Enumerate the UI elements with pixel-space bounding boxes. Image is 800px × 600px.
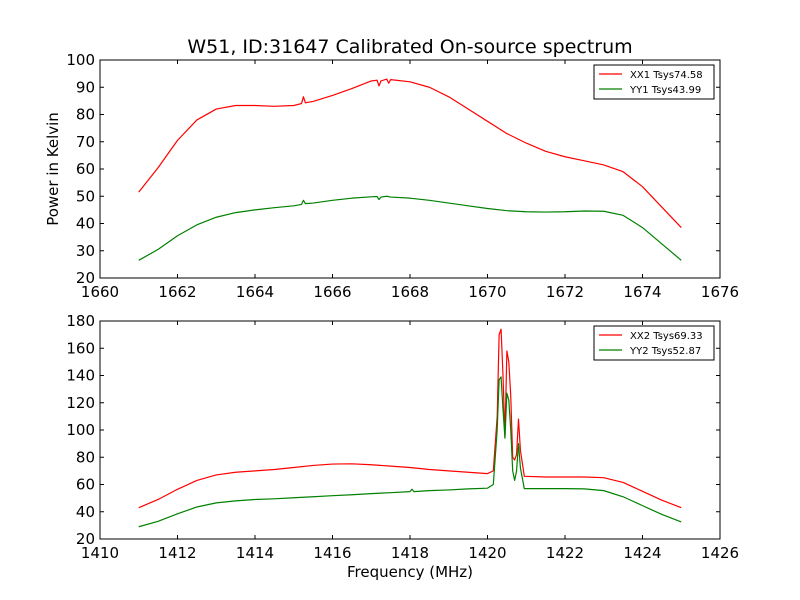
legend-label: XX2 Tsys69.33 [630, 331, 703, 342]
bottom-x-axis-label: Frequency (MHz) [347, 563, 473, 581]
x-tick-label: 1670 [468, 283, 506, 301]
x-tick-label: 1668 [391, 283, 429, 301]
y-tick-label: 70 [76, 133, 95, 151]
x-tick-label: 1660 [81, 283, 119, 301]
y-tick-label: 160 [66, 339, 95, 357]
y-tick-label: 100 [66, 51, 95, 69]
y-tick-label: 60 [76, 160, 95, 178]
top-plot: 1660 1662 1664 1666 1668 1670 1672 1674 1676 20 30… [66, 51, 739, 301]
legend: XX1 Tsys74.58 YY1 Tsys43.99 [593, 64, 715, 100]
x-tick-label: 1674 [623, 283, 661, 301]
x-tick-label: 1666 [313, 283, 351, 301]
y-tick-label: 90 [76, 78, 95, 96]
x-tick-label: 1676 [701, 283, 739, 301]
y-tick-label: 30 [76, 242, 95, 260]
bottom-plot: 1410 1412 1414 1416 1418 1420 1422 1424 1426 20 40… [66, 312, 739, 562]
y-tick-label: 80 [76, 448, 95, 466]
x-tick-label: 1672 [546, 283, 584, 301]
y-tick-label: 60 [76, 476, 95, 494]
y-tick-label: 120 [66, 394, 95, 412]
series-line-yy [138, 195, 682, 261]
y-tick-label: 100 [66, 421, 95, 439]
legend-box [593, 64, 715, 100]
y-tick-label: 20 [76, 269, 95, 287]
y-tick-label: 50 [76, 187, 95, 205]
x-tick-label: 1418 [391, 544, 429, 562]
series-line-yy [138, 376, 682, 528]
y-tick-label: 80 [76, 106, 95, 124]
series-line-xx [138, 328, 682, 509]
x-tick-label: 1414 [236, 544, 274, 562]
x-tick-label: 1662 [158, 283, 196, 301]
legend-box [593, 325, 715, 361]
y-tick-label: 40 [76, 215, 95, 233]
top-y-axis-label: Power in Kelvin [44, 112, 62, 226]
x-tick-label: 1416 [313, 544, 351, 562]
series-line-xx [138, 78, 682, 229]
x-tick-label: 1410 [81, 544, 119, 562]
x-tick-label: 1412 [158, 544, 196, 562]
legend: XX2 Tsys69.33 YY2 Tsys52.87 [593, 325, 715, 361]
legend-label: YY1 Tsys43.99 [629, 85, 701, 96]
y-tick-label: 140 [66, 367, 95, 385]
legend-label: XX1 Tsys74.58 [630, 70, 703, 81]
y-tick-label: 180 [66, 312, 95, 330]
y-tick-label: 40 [76, 503, 95, 521]
legend-label: YY2 Tsys52.87 [629, 346, 701, 357]
x-tick-label: 1426 [701, 544, 739, 562]
x-tick-label: 1664 [236, 283, 274, 301]
x-tick-label: 1424 [623, 544, 661, 562]
y-tick-label: 20 [76, 530, 95, 548]
x-tick-label: 1422 [546, 544, 584, 562]
x-tick-label: 1420 [468, 544, 506, 562]
chart-title: W51, ID:31647 Calibrated On-source spect… [187, 36, 632, 58]
